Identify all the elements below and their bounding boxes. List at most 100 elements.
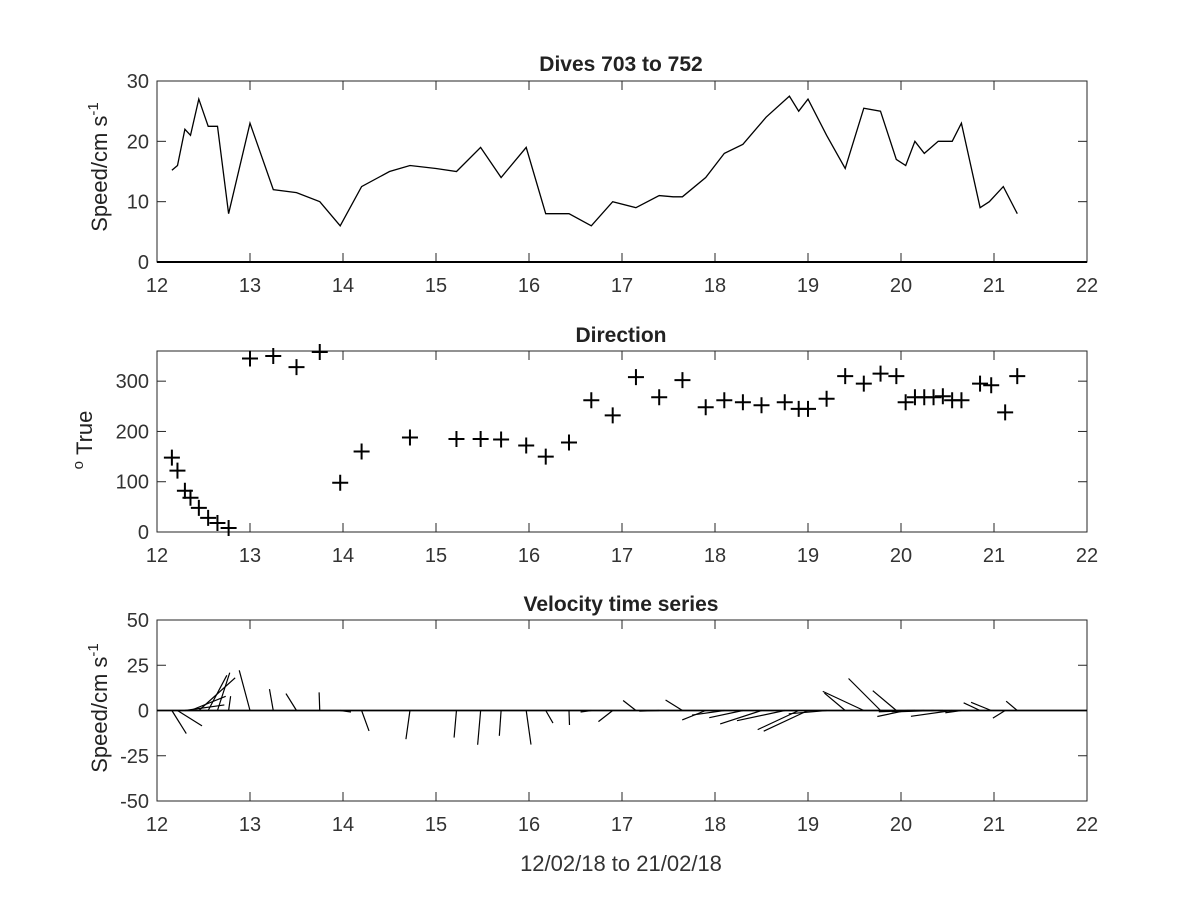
direction-point-marker	[220, 519, 237, 536]
direction-point-marker	[925, 389, 942, 406]
x-tick-label: 12	[146, 275, 168, 297]
direction-point-marker	[493, 431, 510, 448]
direction-point-marker	[872, 365, 889, 382]
direction-point-marker	[242, 350, 258, 367]
x-tick-label: 14	[332, 275, 354, 297]
direction-point-marker	[716, 392, 733, 409]
direction-point-marker	[983, 377, 1000, 394]
velocity-panel-ylabel-superscript: -1	[85, 643, 102, 656]
direction-point-marker	[448, 430, 465, 447]
velocity-stick-vector	[268, 689, 274, 711]
y-tick-label: -25	[120, 746, 149, 768]
velocity-stick-vector	[285, 693, 298, 711]
direction-point-marker	[753, 397, 770, 414]
velocity-stick-vector	[736, 709, 785, 722]
direction-point-marker	[265, 348, 282, 365]
velocity-stick-vector	[970, 701, 992, 712]
x-tick-label: 17	[611, 545, 633, 567]
velocity-panel-title: Velocity time series	[524, 593, 719, 616]
velocity-stick-vector	[763, 709, 809, 732]
direction-point-marker	[353, 443, 370, 460]
velocity-panel-y-axis-label: Speed/cm s-1	[85, 643, 112, 773]
direction-point-marker	[897, 394, 914, 411]
velocity-stick-vector	[720, 709, 762, 725]
y-tick-label: 30	[127, 71, 149, 93]
direction-panel-title: Direction	[575, 324, 666, 347]
direction-panel-ylabel-superscript: o	[70, 461, 87, 469]
x-tick-label: 17	[611, 275, 633, 297]
direction-point-marker	[182, 489, 199, 506]
velocity-stick-vector	[171, 710, 187, 734]
x-tick-label: 22	[1076, 275, 1098, 297]
direction-point-marker	[800, 400, 816, 417]
direction-point-marker	[934, 388, 951, 405]
direction-point-marker	[837, 368, 854, 385]
direction-point-marker	[472, 430, 489, 447]
y-tick-label: 20	[127, 131, 149, 153]
direction-point-marker	[697, 399, 714, 416]
direction-point-marker	[997, 404, 1014, 421]
velocity-panel-ylabel-text: Speed/cm s	[87, 657, 112, 773]
x-tick-label: 20	[890, 275, 912, 297]
direction-point-marker	[332, 474, 349, 491]
y-tick-label: 25	[127, 655, 149, 677]
velocity-stick-vector	[318, 692, 321, 711]
y-tick-label: 0	[138, 701, 149, 723]
speed-panel-ylabel-text: Speed/cm s	[87, 116, 112, 232]
velocity-stick-vector	[910, 709, 953, 717]
direction-point-marker	[972, 375, 989, 392]
velocity-stick-vector	[665, 699, 683, 712]
velocity-stick-vector	[598, 710, 614, 723]
x-tick-label: 16	[518, 275, 540, 297]
velocity-panel-x-axis-label: 12/02/18 to 21/02/18	[520, 851, 722, 876]
velocity-stick-vector	[568, 710, 571, 725]
x-tick-label: 13	[239, 275, 261, 297]
x-tick-label: 15	[425, 275, 447, 297]
x-tick-label: 21	[983, 545, 1005, 567]
x-tick-label: 20	[890, 814, 912, 836]
x-tick-label: 15	[425, 814, 447, 836]
velocity-stick-vector	[190, 695, 226, 712]
x-tick-label: 20	[890, 545, 912, 567]
direction-point-marker	[953, 392, 970, 409]
direction-point-marker	[855, 375, 872, 392]
velocity-stick-vector	[872, 690, 897, 711]
direction-panel: Direction o True 12 13 14 15 16 17 18 19 20 21 22 0 1…	[70, 324, 1098, 567]
y-tick-label: 10	[127, 192, 149, 214]
velocity-stick-vector	[238, 670, 251, 711]
velocity-stick-vector	[709, 709, 744, 719]
speed-panel-y-axis-label: Speed/cm s-1	[85, 102, 112, 232]
direction-point-marker	[401, 429, 418, 446]
velocity-stick-vector	[691, 709, 725, 716]
y-tick-label: 200	[116, 421, 149, 443]
y-tick-label: 0	[138, 252, 149, 274]
y-tick-label: 50	[127, 610, 149, 632]
direction-point-marker	[776, 394, 793, 411]
x-tick-label: 14	[332, 545, 354, 567]
x-tick-label: 16	[518, 814, 540, 836]
velocity-stick-vector	[340, 709, 352, 713]
svg-text:oTrue: o True	[70, 411, 97, 470]
velocity-stick-vector	[361, 710, 370, 732]
speed-panel: Dives 703 to 752 Speed/cm s-1 12 13 14 15 16…	[85, 53, 1098, 297]
direction-panel-y-axis-label: o True	[70, 411, 97, 470]
svg-text:Speed/cm s-1: Speed/cm s-1	[85, 643, 112, 773]
plot-area-frame	[156, 80, 1088, 263]
direction-point-marker	[518, 437, 535, 454]
velocity-panel: Velocity time series Speed/cm s-1 12/02/…	[85, 593, 1098, 876]
velocity-stick-vector	[216, 672, 231, 711]
direction-point-marker	[200, 509, 217, 526]
direction-point-marker	[190, 499, 207, 516]
x-tick-label: 13	[239, 814, 261, 836]
y-tick-label: 100	[116, 472, 149, 494]
velocity-stick-vector	[945, 709, 962, 714]
direction-point-marker	[311, 344, 328, 361]
x-tick-label: 15	[425, 545, 447, 567]
direction-point-marker	[888, 368, 905, 385]
direction-point-marker	[169, 462, 186, 479]
direction-point-marker	[734, 394, 751, 411]
direction-point-marker	[583, 392, 600, 409]
x-tick-label: 21	[983, 814, 1005, 836]
x-tick-label: 18	[704, 275, 726, 297]
